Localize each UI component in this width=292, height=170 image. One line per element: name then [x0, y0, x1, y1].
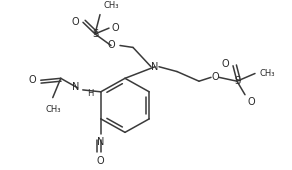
Text: O: O: [107, 40, 115, 50]
Text: O: O: [71, 17, 79, 27]
Text: CH₃: CH₃: [104, 1, 119, 10]
Text: O: O: [221, 59, 229, 69]
Text: H: H: [87, 89, 93, 98]
Text: O: O: [28, 75, 36, 85]
Text: N: N: [97, 137, 105, 147]
Text: N: N: [72, 82, 80, 92]
Text: S: S: [234, 76, 240, 86]
Text: O: O: [112, 23, 120, 33]
Text: S: S: [92, 29, 98, 39]
Text: O: O: [97, 157, 105, 166]
Text: O: O: [211, 72, 219, 82]
Text: O: O: [247, 97, 255, 107]
Text: CH₃: CH₃: [259, 69, 274, 78]
Text: CH₃: CH₃: [45, 105, 60, 114]
Text: N: N: [151, 62, 159, 72]
